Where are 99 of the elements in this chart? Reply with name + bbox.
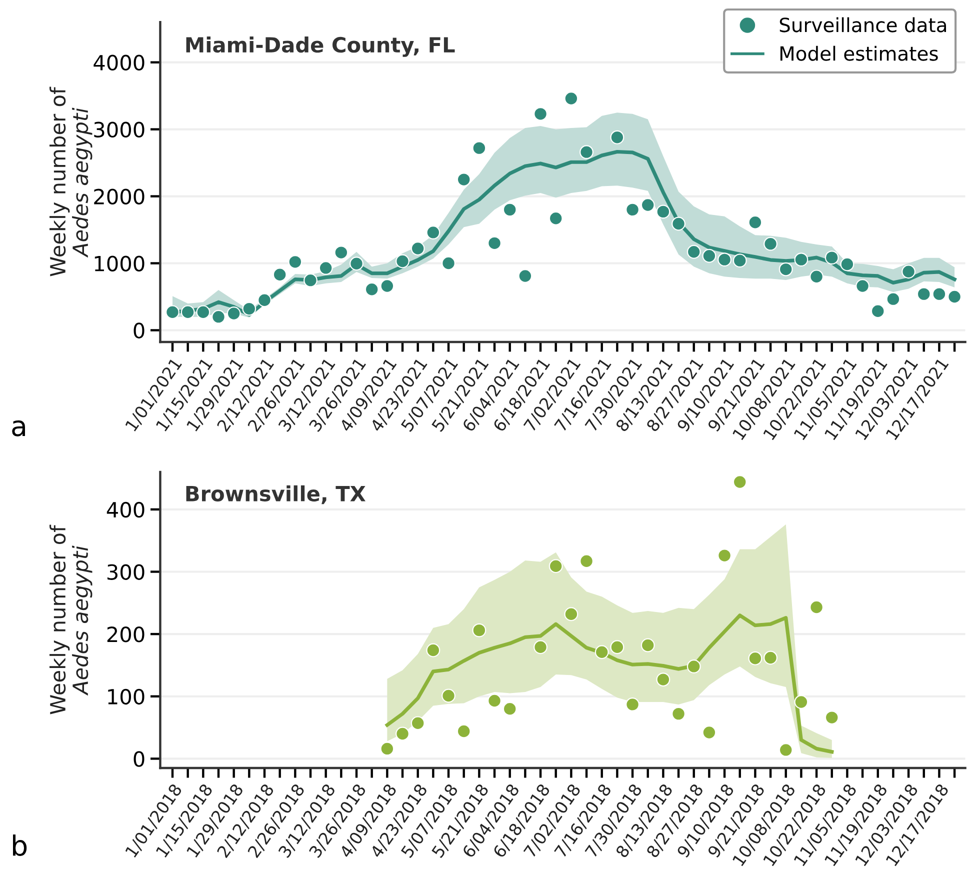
point [640,198,655,212]
point [442,256,456,270]
text: b [13,834,27,856]
point [272,268,287,282]
point [672,706,686,721]
point [824,710,839,725]
y-axis-title: Weekly number of Aedes aegypti [50,524,92,714]
point [626,698,640,712]
point [534,640,548,654]
y-tick-label: 4000 [94,54,144,71]
point [794,695,808,709]
point [410,242,425,256]
point [640,638,655,652]
point [242,302,256,316]
point [610,130,624,144]
point [778,262,793,276]
point [702,248,716,263]
y-tick-label: 400 [106,502,144,518]
point [732,475,747,489]
y-tick-label: 2000 [94,188,144,204]
point [810,270,824,284]
y-tick-label: 3000 [94,122,144,138]
point [702,726,716,740]
legend-label: Model estimates [780,46,938,61]
point [794,252,808,267]
point [886,292,900,306]
point [334,246,348,260]
y-tick-label: 1000 [94,256,144,272]
point [212,310,226,324]
point [426,225,440,240]
point [426,643,440,658]
point [870,304,885,318]
point [626,202,640,217]
point [748,215,762,230]
y-tick-label: 200 [107,626,144,642]
point [672,216,686,231]
point [396,254,410,268]
point [778,742,793,757]
point [948,290,962,304]
point [764,236,778,251]
point [488,694,502,708]
point [180,305,195,320]
point [902,264,916,279]
point [732,254,747,268]
point [318,260,333,275]
point [594,645,609,660]
point [166,305,180,320]
point [656,204,670,219]
text: a [12,420,25,436]
point [304,273,318,288]
point [350,256,364,271]
point [856,279,870,293]
point [226,306,241,320]
point [564,607,578,622]
point [288,254,302,269]
text: Miami-Dade County, FL [186,36,455,57]
point [472,623,486,638]
point [718,252,732,267]
point [548,559,563,574]
point [548,211,563,226]
line-series [385,614,834,754]
point [502,202,517,217]
y-tick-label: 0 [134,751,144,767]
y-axis-title: Weekly number of Aedes aegypti [50,86,92,276]
point [686,659,701,674]
point [534,106,548,121]
point [610,640,624,654]
point [196,305,210,320]
point [518,269,532,283]
point [456,724,471,738]
point [396,726,410,741]
point [502,702,517,716]
point [748,651,762,666]
point [718,548,732,562]
y-tick-label: 0 [134,322,144,338]
point [580,145,594,160]
point [580,554,594,568]
point [456,172,471,186]
point [686,244,701,259]
point [656,672,670,686]
point [442,688,456,703]
point [380,742,394,756]
point [364,282,379,296]
point [488,236,502,250]
point [764,650,778,665]
point [410,716,425,730]
y-tick-label: 100 [108,688,144,705]
y-tick-label: 300 [107,564,144,580]
point [840,257,854,272]
point [916,287,931,302]
point [380,279,394,293]
legend-label: Surveillance data [780,17,946,32]
point [932,287,946,302]
point [258,293,272,308]
point [824,250,839,265]
point [564,92,578,106]
point [472,141,486,156]
text: Brownsville, TX [186,485,366,504]
point [810,600,824,614]
